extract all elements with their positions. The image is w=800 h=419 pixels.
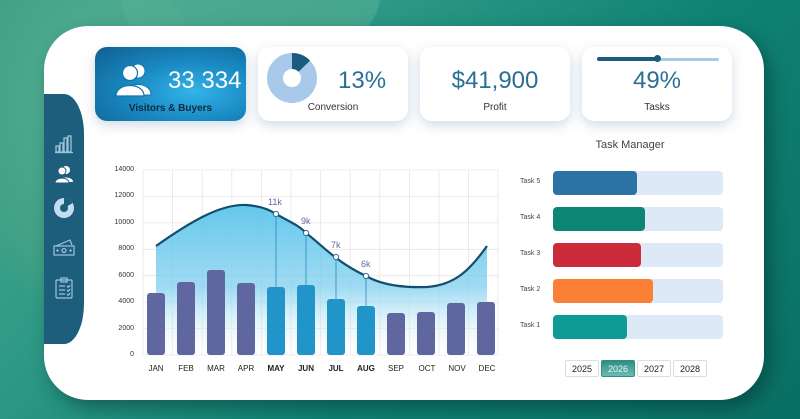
users-icon <box>115 63 152 97</box>
kpi-card-tasks[interactable]: 49% Tasks <box>582 47 732 121</box>
x-label: FEB <box>178 364 194 373</box>
task-track <box>553 243 723 267</box>
kpi-card-visitors[interactable]: 33 334 Visitors & Buyers <box>95 47 246 121</box>
x-label: DEC <box>478 364 496 373</box>
y-tick: 12000 <box>114 192 134 199</box>
sidebar <box>44 94 84 344</box>
y-tick: 8000 <box>118 245 134 252</box>
conversion-value: 13% <box>338 67 387 94</box>
bar-chart-icon <box>55 135 73 154</box>
task-track <box>553 171 723 195</box>
task-manager-title: Task Manager <box>595 139 665 151</box>
sidebar-item-profit[interactable] <box>50 234 78 262</box>
x-label: NOV <box>448 364 466 373</box>
x-label: SEP <box>387 364 404 373</box>
task-row: Task 4 <box>520 207 730 231</box>
task-label: Task 5 <box>520 178 541 185</box>
tasks-progress-fill <box>597 57 657 61</box>
tasks-progress-knob <box>654 55 661 62</box>
sidebar-item-conversion[interactable] <box>50 194 78 222</box>
task-track <box>553 315 723 339</box>
y-tick: 0 <box>130 351 134 358</box>
kpi-card-profit[interactable]: $41,900 Profit <box>420 47 570 121</box>
y-tick: 10000 <box>114 219 134 226</box>
year-button-2028[interactable]: 2028 <box>673 360 707 377</box>
y-tick: 2000 <box>118 325 134 332</box>
point-label-may: 11k <box>268 197 282 207</box>
x-label: MAR <box>207 364 225 373</box>
year-button-2025[interactable]: 2025 <box>565 360 599 377</box>
task-fill <box>553 315 627 339</box>
point-label-jul: 7k <box>331 240 341 250</box>
sidebar-item-analytics[interactable] <box>50 130 78 158</box>
year-selector: 2025 2026 2027 2028 <box>565 360 708 377</box>
task-label: Task 1 <box>520 322 541 329</box>
sidebar-item-users[interactable] <box>50 160 78 188</box>
x-label: JAN <box>148 364 164 373</box>
x-label: JUN <box>297 364 314 373</box>
x-label: AUG <box>357 364 375 373</box>
x-label: MAY <box>267 364 285 373</box>
donut-icon <box>267 53 317 103</box>
year-button-2026[interactable]: 2026 <box>601 360 635 377</box>
x-label: APR <box>237 364 255 373</box>
point-label-aug: 6k <box>361 259 371 269</box>
tasks-value: 49% <box>632 67 682 94</box>
conversion-label: Conversion <box>307 102 359 113</box>
x-label: OCT <box>418 364 436 373</box>
profit-label: Profit <box>483 102 507 113</box>
task-label: Task 4 <box>520 214 541 221</box>
task-fill <box>553 207 645 231</box>
task-label: Task 2 <box>520 286 541 293</box>
visitors-label: Visitors & Buyers <box>128 103 213 114</box>
data-points <box>272 210 370 280</box>
task-fill <box>553 171 637 195</box>
money-icon <box>53 239 75 256</box>
task-label: Task 3 <box>520 250 541 257</box>
monthly-chart: 14000 12000 10000 8000 6000 4000 2000 0 <box>100 160 510 380</box>
year-button-2027[interactable]: 2027 <box>637 360 671 377</box>
task-row: Task 3 <box>520 243 730 267</box>
task-row: Task 2 <box>520 279 730 303</box>
task-track <box>553 207 723 231</box>
y-tick: 14000 <box>114 166 134 173</box>
visitors-value: 33 334 <box>168 67 242 94</box>
tasks-label: Tasks <box>644 102 670 113</box>
task-fill <box>553 243 641 267</box>
task-row: Task 1 <box>520 315 730 339</box>
kpi-card-conversion[interactable]: 13% Conversion <box>258 47 408 121</box>
y-tick: 4000 <box>118 298 134 305</box>
task-track <box>553 279 723 303</box>
point-label-jun: 9k <box>301 216 311 226</box>
task-row: Task 5 <box>520 171 730 195</box>
area-fill <box>156 204 487 355</box>
task-fill <box>553 279 653 303</box>
clipboard-icon <box>55 277 73 299</box>
pie-chart-icon <box>54 197 74 218</box>
chart-plot <box>142 169 499 356</box>
bars <box>147 270 495 355</box>
x-label: JUL <box>328 364 344 373</box>
y-tick: 6000 <box>118 272 134 279</box>
profit-value: $41,900 <box>451 67 539 94</box>
sidebar-item-tasks[interactable] <box>50 274 78 302</box>
users-icon <box>54 166 73 184</box>
